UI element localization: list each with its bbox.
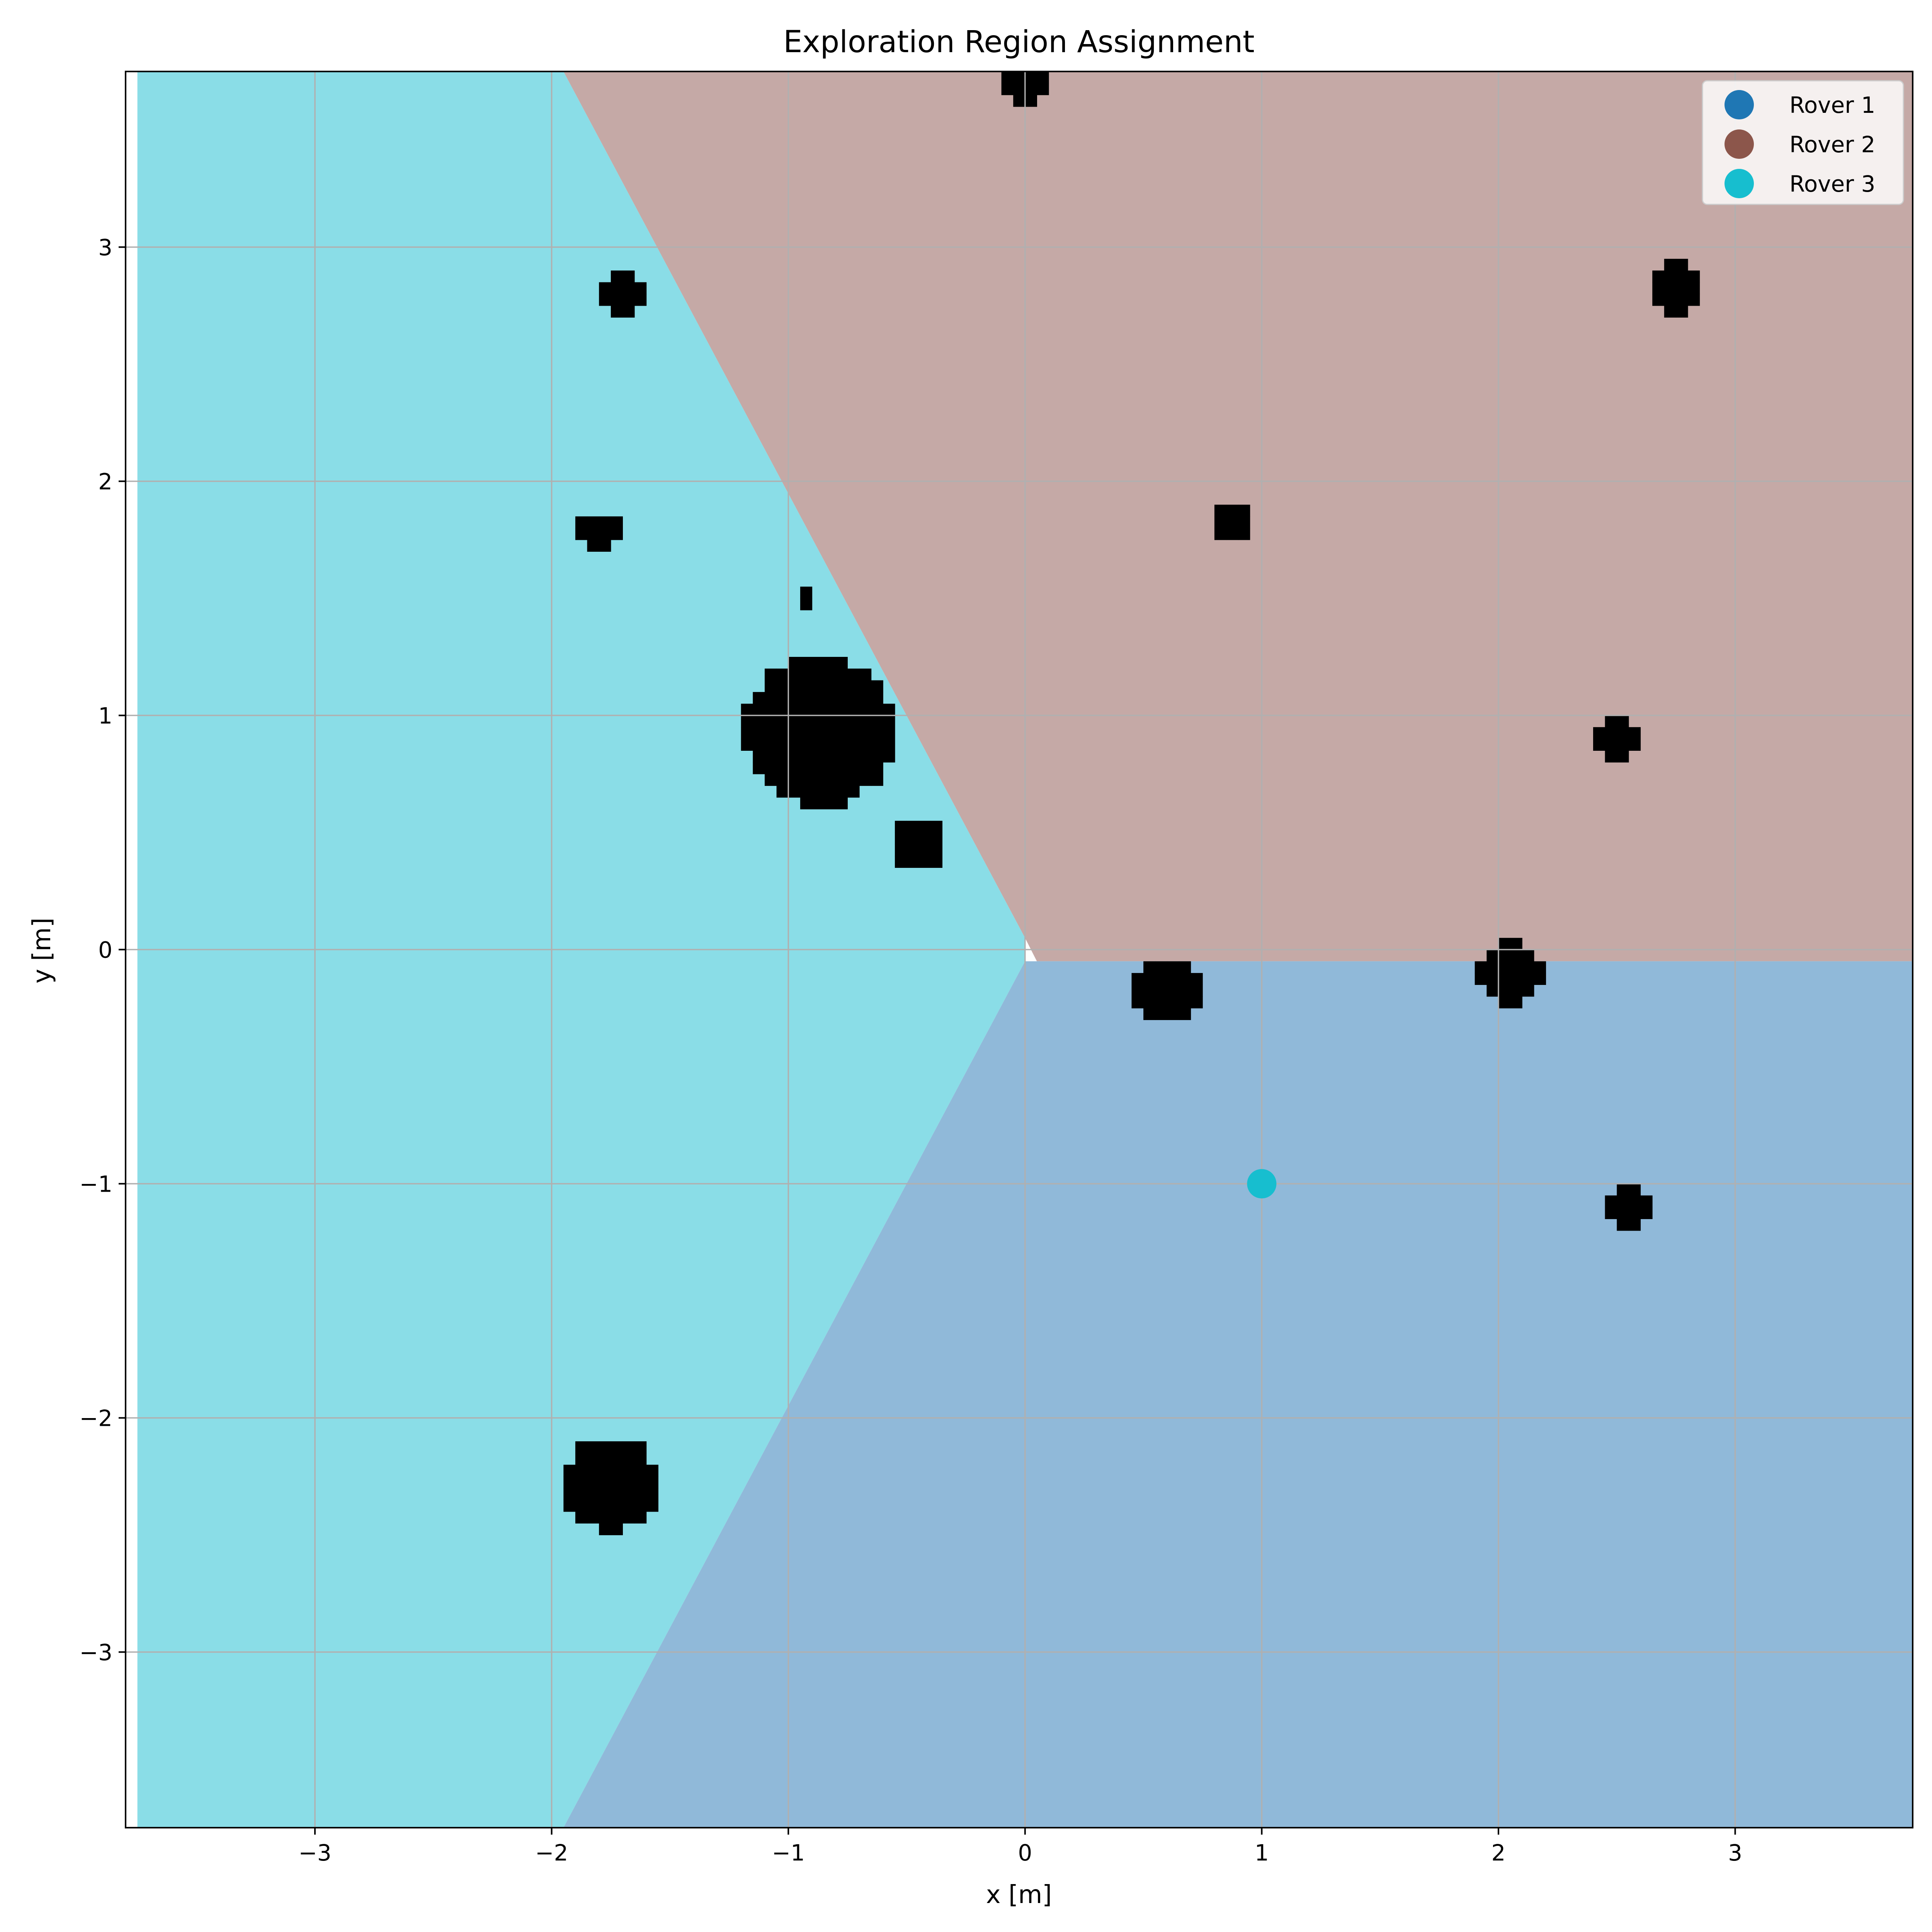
legend-marker <box>1725 90 1754 119</box>
x-tick-label: −2 <box>535 1840 568 1866</box>
obstacle <box>1593 715 1641 763</box>
y-axis-label: y [m] <box>28 918 56 984</box>
y-tick-label: 3 <box>98 235 112 261</box>
obstacle <box>800 587 813 611</box>
y-tick-label: −3 <box>80 1639 113 1666</box>
x-tick-label: 3 <box>1728 1840 1742 1866</box>
y-tick-label: −1 <box>80 1171 113 1197</box>
obstacle <box>563 1441 658 1536</box>
obstacle <box>1214 505 1250 540</box>
grid <box>126 71 1913 1828</box>
x-tick-label: −1 <box>772 1840 805 1866</box>
legend-label: Rover 1 <box>1789 92 1875 118</box>
x-tick-label: 1 <box>1255 1840 1269 1866</box>
x-tick-label: −3 <box>298 1840 332 1866</box>
obstacle <box>1001 71 1049 107</box>
region-rover-1 <box>563 961 1913 1828</box>
obstacle <box>1652 259 1700 318</box>
y-tick-label: 1 <box>98 703 112 729</box>
legend-box <box>1702 80 1904 205</box>
legend: Rover 1 Rover 2 Rover 3 <box>1702 80 1904 205</box>
x-tick-label: 0 <box>1018 1840 1032 1866</box>
data-layer <box>126 71 1913 1828</box>
chart-title: Exploration Region Assignment <box>783 25 1254 60</box>
y-tick-label: 0 <box>98 937 112 963</box>
obstacle <box>1475 938 1546 1009</box>
legend-label: Rover 3 <box>1789 171 1875 197</box>
legend-marker <box>1725 129 1754 159</box>
y-tick-label: −2 <box>80 1405 113 1432</box>
obstacle <box>1131 961 1203 1020</box>
obstacle <box>575 516 623 552</box>
y-axis-ticks: −3 −2 −1 0 1 2 3 <box>80 235 126 1666</box>
legend-label: Rover 2 <box>1789 131 1875 158</box>
legend-marker <box>1725 169 1754 198</box>
obstacle <box>741 657 895 810</box>
x-axis-ticks: −3 −2 −1 0 1 2 3 <box>298 1828 1742 1866</box>
rover-marker-rover-3 <box>1247 1169 1277 1199</box>
obstacle <box>599 270 647 318</box>
x-axis-label: x [m] <box>986 1881 1052 1909</box>
plot-area <box>125 71 1913 1828</box>
obstacle <box>1605 1184 1653 1231</box>
x-tick-label: 2 <box>1492 1840 1506 1866</box>
y-tick-label: 2 <box>98 469 112 495</box>
obstacle <box>895 821 942 868</box>
